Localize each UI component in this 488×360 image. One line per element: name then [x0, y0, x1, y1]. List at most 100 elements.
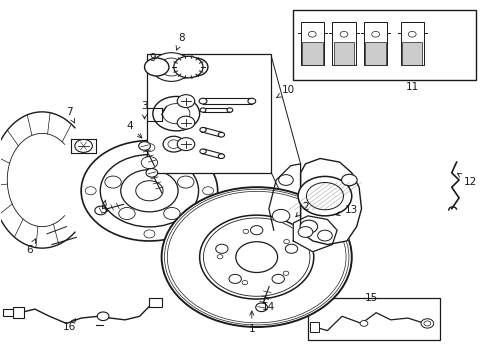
Circle shape — [119, 207, 135, 220]
Text: 14: 14 — [262, 296, 275, 312]
Text: 3: 3 — [141, 102, 147, 119]
Circle shape — [226, 108, 232, 112]
Circle shape — [317, 230, 331, 241]
Circle shape — [199, 215, 313, 299]
Bar — [365, 41, 385, 65]
Circle shape — [306, 183, 343, 210]
Circle shape — [420, 319, 433, 328]
Polygon shape — [202, 149, 222, 158]
Circle shape — [183, 58, 207, 76]
Bar — [293, 10, 475, 80]
Polygon shape — [203, 108, 229, 112]
Circle shape — [100, 154, 198, 227]
Circle shape — [143, 144, 155, 152]
Text: 10: 10 — [276, 85, 294, 98]
Circle shape — [152, 53, 190, 81]
Circle shape — [250, 226, 263, 235]
Circle shape — [215, 244, 227, 253]
Circle shape — [235, 242, 277, 273]
Text: 7: 7 — [65, 107, 75, 123]
Text: 9: 9 — [149, 53, 156, 63]
Circle shape — [141, 157, 157, 169]
Polygon shape — [202, 127, 222, 137]
Bar — [333, 41, 353, 65]
Text: 11: 11 — [405, 82, 419, 92]
Circle shape — [161, 187, 351, 327]
Text: 4: 4 — [126, 121, 142, 138]
Circle shape — [298, 176, 351, 216]
Text: 6: 6 — [26, 239, 36, 255]
Circle shape — [247, 98, 255, 104]
Circle shape — [298, 226, 312, 237]
Circle shape — [81, 140, 217, 241]
Circle shape — [283, 271, 288, 275]
Text: 13: 13 — [335, 206, 357, 216]
Circle shape — [173, 56, 203, 78]
Circle shape — [153, 96, 199, 131]
Circle shape — [407, 31, 415, 37]
Bar — [331, 22, 355, 65]
Circle shape — [75, 139, 92, 152]
Circle shape — [121, 170, 178, 212]
Text: 12: 12 — [456, 173, 476, 187]
Bar — [401, 41, 422, 65]
Text: 1: 1 — [248, 311, 255, 334]
Polygon shape — [268, 164, 300, 234]
Circle shape — [200, 127, 206, 132]
Circle shape — [177, 138, 194, 150]
Circle shape — [167, 192, 346, 323]
Circle shape — [243, 229, 248, 234]
Bar — [363, 22, 386, 65]
Circle shape — [97, 312, 109, 320]
Circle shape — [136, 181, 163, 201]
Bar — [307, 298, 439, 339]
Circle shape — [308, 31, 316, 37]
Polygon shape — [157, 58, 195, 76]
Circle shape — [95, 206, 106, 215]
Circle shape — [177, 176, 194, 188]
Bar — [13, 307, 23, 318]
Circle shape — [271, 274, 284, 283]
Circle shape — [139, 141, 150, 150]
Circle shape — [203, 218, 309, 296]
Circle shape — [339, 31, 347, 37]
Text: 5: 5 — [100, 200, 106, 216]
Text: 16: 16 — [62, 319, 76, 332]
Text: 8: 8 — [176, 33, 184, 50]
Circle shape — [200, 149, 206, 154]
Circle shape — [143, 230, 155, 238]
Circle shape — [104, 176, 121, 188]
Bar — [310, 321, 319, 332]
Bar — [302, 41, 322, 65]
Text: 2: 2 — [295, 202, 308, 217]
Polygon shape — [293, 216, 336, 252]
Circle shape — [285, 244, 297, 253]
Circle shape — [359, 320, 367, 326]
Circle shape — [159, 58, 183, 76]
Circle shape — [144, 58, 168, 76]
Polygon shape — [300, 158, 361, 244]
Circle shape — [283, 239, 289, 244]
Circle shape — [255, 303, 267, 312]
Circle shape — [272, 210, 289, 222]
Circle shape — [163, 207, 180, 220]
Circle shape — [85, 187, 96, 195]
Circle shape — [177, 116, 194, 129]
Circle shape — [202, 187, 213, 195]
Bar — [300, 22, 324, 65]
Circle shape — [242, 280, 247, 285]
Bar — [400, 22, 423, 65]
Circle shape — [200, 108, 205, 112]
Circle shape — [300, 220, 317, 233]
Circle shape — [423, 321, 430, 326]
Polygon shape — [203, 98, 251, 104]
Text: 15: 15 — [364, 293, 377, 303]
Circle shape — [278, 175, 293, 185]
Bar — [3, 309, 13, 316]
Circle shape — [218, 154, 224, 158]
Circle shape — [228, 274, 241, 283]
Bar — [147, 54, 271, 173]
Circle shape — [218, 132, 224, 137]
Circle shape — [177, 95, 194, 108]
Circle shape — [164, 189, 348, 325]
